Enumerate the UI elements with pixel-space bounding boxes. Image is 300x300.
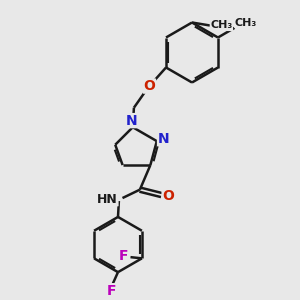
Text: CH₃: CH₃ bbox=[235, 17, 257, 28]
Text: N: N bbox=[126, 114, 137, 128]
Text: N: N bbox=[158, 132, 169, 146]
Text: O: O bbox=[162, 189, 174, 203]
Text: F: F bbox=[119, 249, 129, 263]
Text: CH₃: CH₃ bbox=[210, 20, 232, 31]
Text: F: F bbox=[106, 284, 116, 298]
Text: HN: HN bbox=[97, 193, 118, 206]
Text: O: O bbox=[144, 79, 155, 93]
